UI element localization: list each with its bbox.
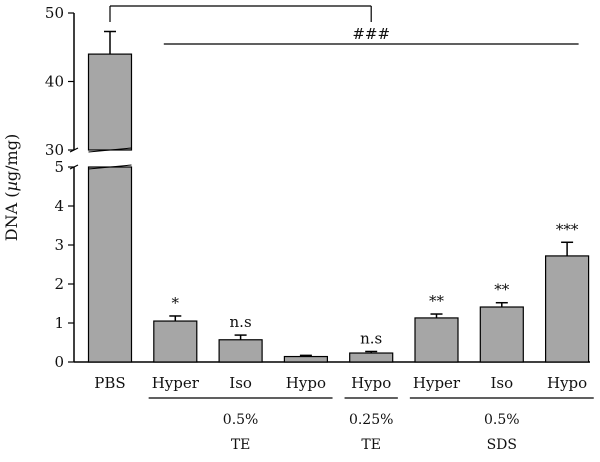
y-axis-label: DNA (µg/mg): [2, 134, 21, 241]
significance-label-2: n.s: [230, 313, 252, 331]
bar-3: [283, 355, 328, 363]
group-label-1-line2: TE: [361, 437, 381, 453]
category-label-0: PBS: [94, 374, 125, 392]
bar-0-upper: [87, 53, 133, 151]
bar-2: [218, 339, 263, 363]
y-tick-label: 3: [54, 236, 64, 254]
bar-7: [544, 255, 590, 363]
significance-label-6: **: [494, 281, 510, 299]
significance-label-1: *: [172, 294, 180, 312]
y-tick-label: 40: [45, 73, 64, 91]
y-tick-label: 0: [54, 353, 64, 371]
y-tick-label: 4: [54, 197, 64, 215]
y-tick-label: 5: [54, 158, 64, 176]
category-label-7: Hypo: [547, 374, 587, 392]
significance-label-5: **: [429, 292, 445, 310]
category-label-5: Hyper: [413, 374, 461, 392]
group-label-2-line2: SDS: [487, 437, 517, 453]
category-label-3: Hypo: [286, 374, 326, 392]
bar-1: [153, 320, 198, 363]
bar-6: [479, 306, 524, 363]
group-label-2-line1: 0.5%: [484, 412, 520, 428]
bar-break-mark: [88, 164, 132, 170]
y-tick-label: 30: [45, 141, 64, 159]
group-label-0-line1: 0.5%: [223, 412, 259, 428]
group-label-0-line2: TE: [231, 437, 251, 453]
bar-break-mark: [88, 147, 132, 153]
y-tick-label: 2: [54, 275, 64, 293]
category-label-4: Hypo: [351, 374, 391, 392]
bar-5: [414, 317, 459, 363]
y-tick-label: 1: [54, 314, 64, 332]
bar-4: [349, 352, 394, 363]
significance-label-4: n.s: [360, 329, 382, 347]
category-label-6: Iso: [490, 374, 513, 392]
comparison-label-1: ###: [352, 25, 390, 43]
category-label-1: Hyper: [152, 374, 200, 392]
y-tick-label: 50: [45, 4, 64, 22]
category-label-2: Iso: [229, 374, 252, 392]
bar-0: [87, 166, 133, 363]
group-label-1-line1: 0.25%: [349, 412, 393, 428]
significance-label-7: ***: [556, 220, 579, 238]
